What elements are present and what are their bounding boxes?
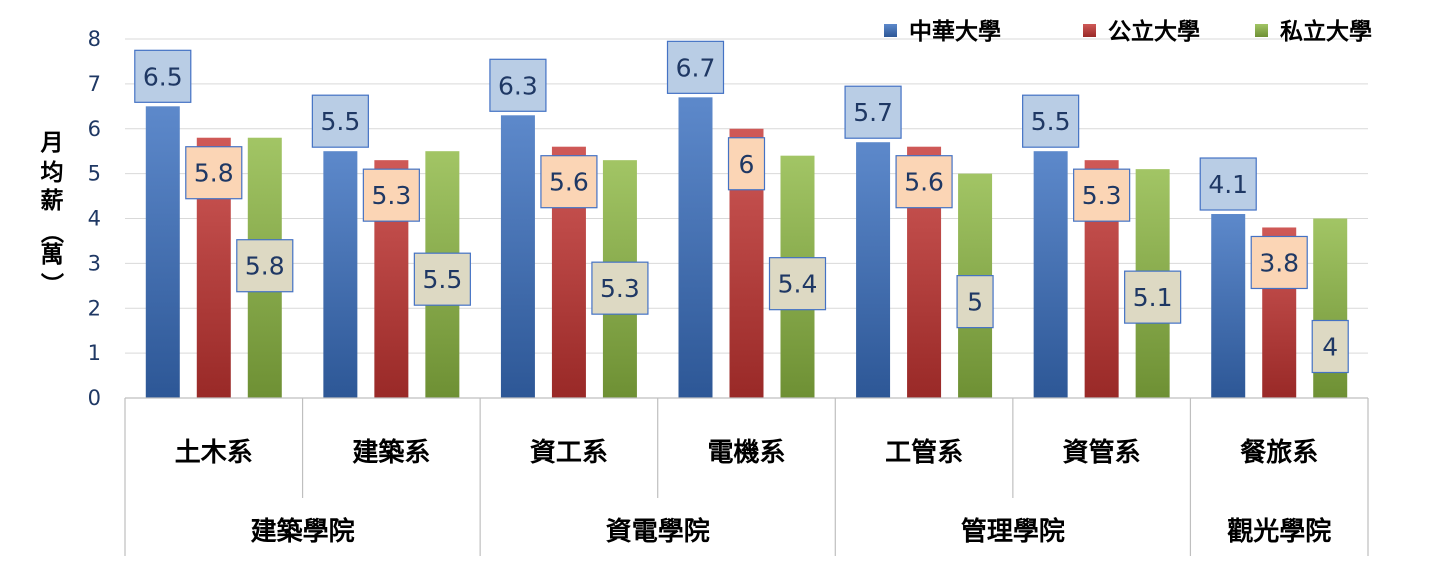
data-label-私立大學-工管系: 5 — [956, 275, 994, 329]
data-label-中華大學-資工系: 6.3 — [489, 58, 547, 112]
legend-item-私立大學: 私立大學 — [1255, 18, 1372, 45]
y-tick-label: 1 — [88, 341, 101, 365]
category-label: 建築系 — [352, 437, 430, 468]
svg-text:6.5: 6.5 — [143, 62, 183, 91]
svg-text:6.3: 6.3 — [498, 71, 538, 100]
group-label: 建築學院 — [251, 516, 355, 547]
legend-item-中華大學: 中華大學 — [884, 18, 1001, 45]
group-label: 資電學院 — [606, 516, 710, 547]
svg-text:薪: 薪 — [41, 188, 64, 214]
svg-text:5.3: 5.3 — [600, 274, 640, 303]
data-label-公立大學-工管系: 5.6 — [895, 155, 953, 209]
svg-text:5: 5 — [967, 288, 983, 317]
y-axis-label: 月均薪 （萬 ） — [38, 130, 65, 296]
y-tick-label: 3 — [88, 251, 101, 275]
data-label-中華大學-資管系: 5.5 — [1022, 94, 1080, 148]
bar-中華大學-資管系 — [1033, 151, 1068, 398]
svg-text:5.5: 5.5 — [422, 265, 462, 294]
data-label-私立大學-餐旅系: 4 — [1311, 319, 1349, 374]
svg-text:5.3: 5.3 — [1082, 181, 1122, 210]
data-label-中華大學-土木系: 6.5 — [134, 49, 192, 103]
category-label: 電機系 — [707, 438, 785, 468]
data-label-中華大學-餐旅系: 4.1 — [1199, 157, 1257, 211]
y-tick-label: 7 — [88, 72, 101, 96]
svg-text:6.7: 6.7 — [676, 53, 716, 82]
svg-text:5.6: 5.6 — [904, 168, 944, 197]
bar-中華大學-電機系 — [678, 97, 713, 399]
svg-text:5.8: 5.8 — [245, 252, 285, 281]
data-label-公立大學-餐旅系: 3.8 — [1250, 235, 1308, 290]
bar-中華大學-資工系 — [500, 115, 535, 398]
data-label-私立大學-資管系: 5.1 — [1124, 270, 1182, 324]
data-label-私立大學-土木系: 5.8 — [236, 239, 294, 293]
category-label: 餐旅系 — [1240, 438, 1318, 468]
data-label-公立大學-資管系: 5.3 — [1073, 168, 1131, 222]
bar-中華大學-餐旅系 — [1211, 214, 1246, 398]
legend-item-公立大學: 公立大學 — [1083, 18, 1200, 45]
data-label-私立大學-資工系: 5.3 — [591, 261, 649, 315]
svg-text:5.8: 5.8 — [194, 159, 234, 188]
group-label: 觀光學院 — [1227, 516, 1331, 547]
svg-text:5.1: 5.1 — [1133, 283, 1173, 312]
svg-text:5.6: 5.6 — [549, 168, 589, 197]
category-label: 工管系 — [885, 438, 963, 468]
data-label-公立大學-資工系: 5.6 — [540, 155, 598, 209]
data-label-中華大學-建築系: 5.5 — [311, 94, 369, 148]
bar-中華大學-土木系 — [145, 106, 180, 398]
svg-text:均: 均 — [41, 159, 64, 186]
data-label-中華大學-電機系: 6.7 — [666, 40, 725, 94]
svg-text:5.7: 5.7 — [853, 98, 893, 127]
svg-text:公立大學: 公立大學 — [1108, 18, 1200, 45]
svg-text:（: （ — [38, 221, 65, 244]
svg-text:月: 月 — [40, 130, 64, 156]
category-label: 土木系 — [175, 438, 253, 468]
svg-text:5.5: 5.5 — [320, 107, 360, 136]
group-label: 管理學院 — [961, 516, 1065, 547]
y-tick-label: 6 — [88, 117, 101, 141]
svg-text:5.4: 5.4 — [778, 270, 818, 299]
category-label: 資管系 — [1063, 438, 1141, 468]
svg-text:中華大學: 中華大學 — [909, 18, 1001, 45]
category-label: 資工系 — [530, 438, 608, 468]
svg-text:4: 4 — [1322, 333, 1338, 362]
data-label-公立大學-電機系: 6 — [727, 137, 766, 191]
bar-中華大學-建築系 — [323, 151, 358, 398]
svg-text:5.3: 5.3 — [371, 181, 411, 210]
svg-text:6: 6 — [739, 150, 755, 179]
svg-text:萬: 萬 — [41, 242, 64, 268]
bar-中華大學-工管系 — [856, 142, 891, 398]
y-tick-label: 2 — [88, 296, 101, 320]
data-label-公立大學-土木系: 5.8 — [185, 146, 243, 200]
svg-text:5.5: 5.5 — [1031, 107, 1071, 136]
data-label-公立大學-建築系: 5.3 — [362, 168, 420, 222]
y-tick-label: 5 — [88, 162, 101, 186]
svg-text:私立大學: 私立大學 — [1280, 18, 1372, 45]
data-label-中華大學-工管系: 5.7 — [844, 85, 902, 139]
data-label-私立大學-建築系: 5.5 — [413, 252, 471, 306]
y-tick-label: 4 — [88, 207, 101, 231]
svg-text:3.8: 3.8 — [1259, 248, 1299, 277]
svg-text:4.1: 4.1 — [1208, 170, 1248, 199]
data-label-私立大學-電機系: 5.4 — [768, 257, 827, 311]
y-tick-label: 0 — [88, 386, 101, 410]
svg-text:）: ） — [38, 273, 65, 296]
y-tick-label: 8 — [88, 27, 101, 51]
